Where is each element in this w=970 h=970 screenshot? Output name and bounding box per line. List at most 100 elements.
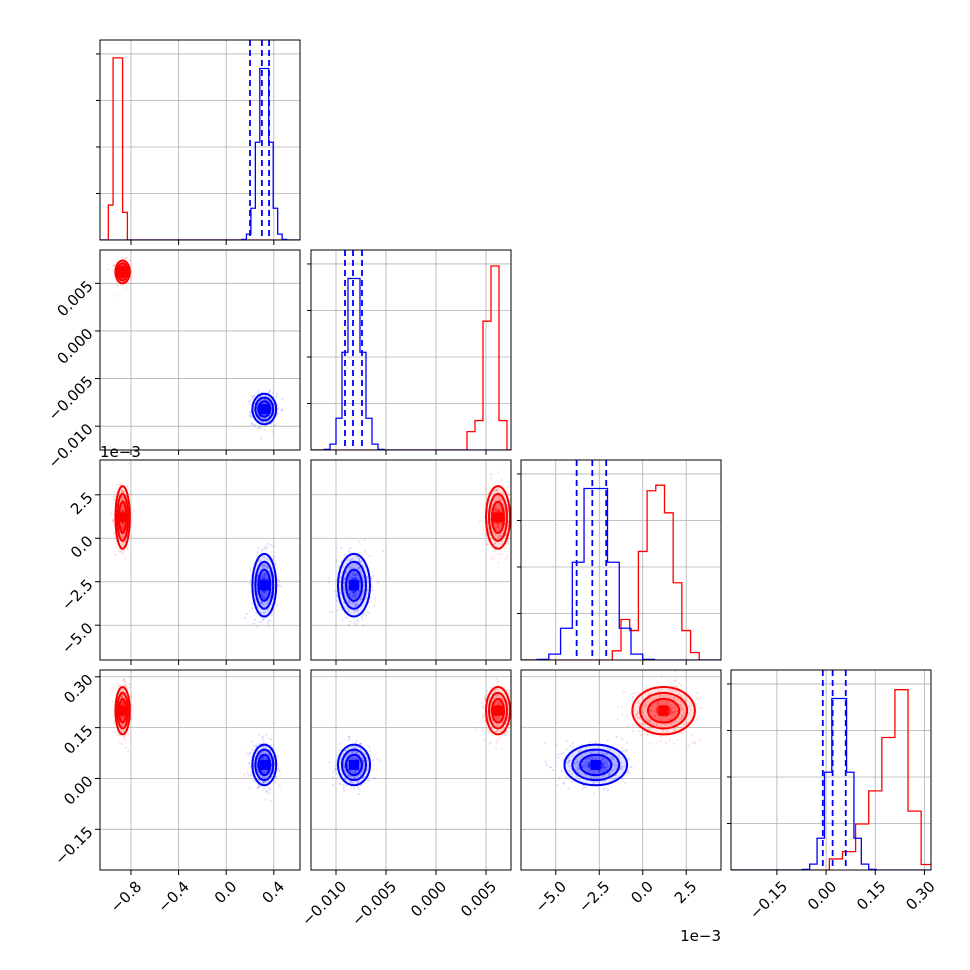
- scatter-point: [354, 594, 358, 597]
- scatter-point: [498, 534, 501, 537]
- scatter-point: [495, 716, 498, 719]
- panel-3-1: [311, 670, 511, 870]
- scatter-point: [256, 551, 260, 554]
- scatter-point: [674, 720, 678, 723]
- scatter-point: [360, 615, 363, 618]
- scatter-point: [347, 735, 351, 739]
- scatter-point: [680, 716, 683, 720]
- scatter-point: [611, 769, 614, 772]
- scatter-point: [497, 718, 500, 721]
- scatter-point: [344, 749, 347, 752]
- scatter-point: [351, 771, 354, 774]
- scatter-point: [121, 716, 124, 719]
- scatter-point: [278, 785, 281, 788]
- scatter-point: [257, 786, 260, 789]
- scatter-point: [638, 716, 641, 720]
- scatter-point: [682, 731, 685, 734]
- scatter-point: [493, 542, 497, 545]
- scatter-point: [485, 693, 488, 696]
- scatter-point: [281, 397, 284, 400]
- scatter-point: [368, 750, 372, 753]
- scatter-point: [611, 755, 614, 759]
- scatter-point: [260, 590, 263, 593]
- scatter-point: [497, 526, 500, 529]
- scatter-point: [627, 757, 631, 760]
- scatter-point: [121, 728, 124, 732]
- scatter-point: [654, 715, 657, 718]
- scatter-point: [499, 509, 502, 512]
- scatter-point: [511, 498, 513, 500]
- scatter-point: [356, 578, 359, 581]
- scatter-point: [263, 596, 266, 600]
- scatter-point: [119, 690, 122, 694]
- scatter-point: [124, 746, 127, 749]
- contour-line: [257, 753, 272, 777]
- scatter-point: [659, 693, 662, 697]
- scatter-point: [657, 701, 661, 704]
- scatter-panel-3-2: [544, 670, 704, 795]
- scatter-point: [364, 753, 367, 756]
- scatter-point: [493, 549, 497, 552]
- scatter-point: [351, 595, 355, 598]
- scatter-point: [656, 715, 659, 718]
- scatter-point: [353, 574, 356, 577]
- scatter-point: [660, 688, 663, 692]
- scatter-point: [368, 601, 371, 604]
- scatter-point: [482, 529, 486, 532]
- scatter-point: [350, 576, 353, 579]
- scatter-point: [653, 705, 657, 708]
- scatter-point: [352, 595, 355, 599]
- scatter-point: [652, 710, 655, 713]
- scatter-point: [586, 766, 589, 769]
- scatter-point: [129, 266, 133, 269]
- density-peak: [117, 705, 128, 716]
- scatter-point: [343, 591, 346, 594]
- scatter-point: [247, 762, 250, 765]
- scatter-point: [657, 702, 660, 705]
- scatter-point: [355, 750, 358, 754]
- scatter-point: [122, 703, 125, 706]
- scatter-point: [482, 713, 485, 716]
- scatter-point: [262, 780, 265, 783]
- scatter-point: [342, 761, 345, 765]
- scatter-point: [263, 572, 266, 576]
- scatter-point: [500, 509, 503, 512]
- scatter-point: [353, 592, 356, 595]
- scatter-point: [354, 596, 357, 600]
- scatter-point: [257, 389, 260, 392]
- scatter-point: [654, 712, 657, 715]
- scatter-panel-2-1: [327, 471, 513, 627]
- scatter-point: [261, 756, 264, 759]
- scatter-point: [360, 561, 363, 564]
- scatter-point: [486, 728, 490, 731]
- scatter-point: [621, 737, 624, 740]
- scatter-point: [264, 770, 267, 773]
- scatter-point: [121, 551, 124, 554]
- scatter-point: [583, 785, 586, 789]
- scatter-point: [642, 722, 646, 725]
- scatter-point: [680, 684, 683, 687]
- scatter-point: [672, 696, 676, 699]
- scatter-point: [270, 738, 273, 741]
- scatter-point: [494, 507, 497, 510]
- contour-line: [251, 392, 278, 426]
- contour-line: [639, 691, 689, 730]
- scatter-point: [121, 507, 125, 510]
- scatter-point: [354, 604, 357, 608]
- scatter-point: [678, 682, 681, 685]
- scatter-point: [121, 491, 124, 494]
- scatter-point: [263, 770, 266, 773]
- scatter-point: [265, 594, 268, 597]
- scatter-point: [367, 765, 370, 768]
- scatter-point: [512, 723, 514, 725]
- scatter-point: [127, 462, 130, 465]
- scatter-point: [657, 719, 660, 722]
- scatter-point: [364, 753, 367, 756]
- scatter-point: [676, 739, 679, 742]
- scatter-point: [340, 546, 343, 549]
- scatter-point: [497, 488, 500, 491]
- scatter-point: [488, 731, 491, 734]
- scatter-point: [352, 747, 355, 750]
- scatter-point: [122, 490, 125, 493]
- scatter-point: [121, 695, 124, 698]
